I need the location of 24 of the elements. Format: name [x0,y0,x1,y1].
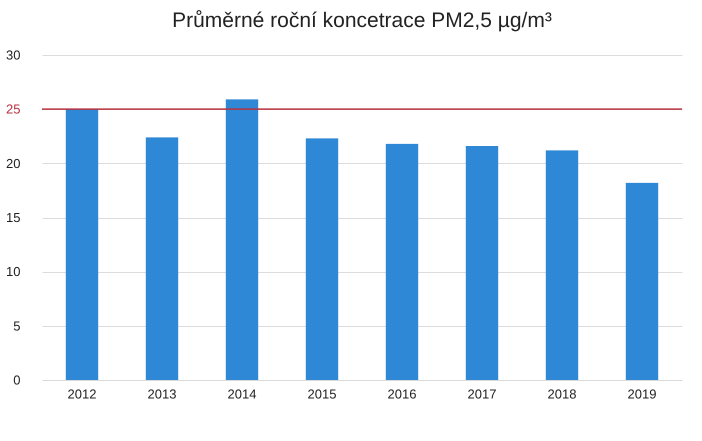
y-tick-label: 0 [13,372,20,388]
chart-title: Průměrné roční koncetrace PM2,5 µg/m³ [172,9,552,32]
y-tick-label: 5 [13,318,20,334]
bar [146,137,178,380]
bar [66,109,98,380]
x-tick-label: 2012 [68,386,96,402]
y-tick-label: 30 [6,48,20,62]
x-tick-label: 2017 [468,386,496,402]
y-tick-label: 15 [6,210,20,225]
bar [546,150,578,380]
y-tick-label: 25 [6,102,20,117]
bar [306,138,338,380]
bar [626,182,658,380]
x-tick-label: 2019 [628,386,656,402]
x-tick-label: 2016 [388,386,416,402]
bar [466,146,498,380]
x-tick-label: 2013 [148,386,176,402]
bar [226,99,258,380]
y-tick-label: 10 [6,264,20,280]
x-tick-label: 2018 [548,386,576,402]
x-tick-label: 2014 [228,386,256,402]
x-tick-label: 2015 [308,386,336,402]
bar [386,144,418,380]
y-tick-label: 20 [6,156,20,171]
